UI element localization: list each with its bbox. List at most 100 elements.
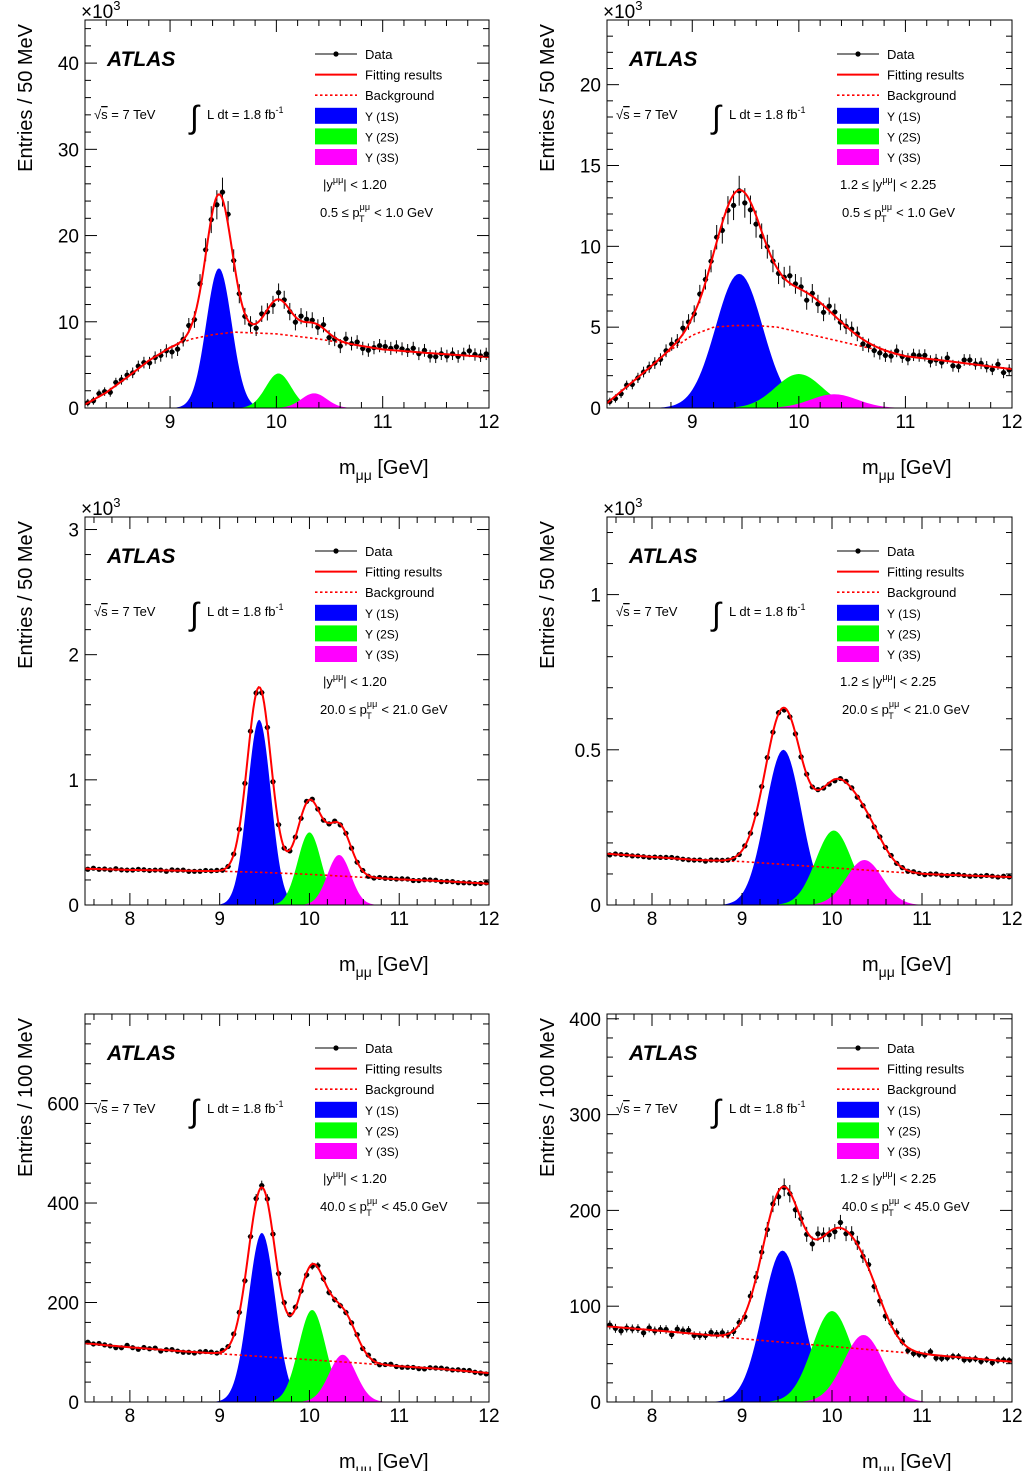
legend-background-label: Background <box>887 585 956 600</box>
data-point <box>460 347 467 361</box>
legend-y3s-label: Υ (3S) <box>365 151 399 165</box>
y3s-peak <box>792 859 937 905</box>
pt-cut-b: < 21.0 GeV <box>900 702 970 717</box>
y-tick-label: 20 <box>580 76 601 97</box>
data-marker <box>466 348 472 354</box>
data-point <box>792 274 799 294</box>
data-marker <box>967 357 973 363</box>
plot-frame <box>606 516 1013 906</box>
x-tick-label: 11 <box>389 1406 409 1427</box>
legend-fit-label: Fitting results <box>887 68 965 83</box>
x-tick-label: 12 <box>1001 412 1022 433</box>
legend-y3s-swatch <box>315 149 357 165</box>
x-label-unit: [GeV] <box>895 457 952 479</box>
data-points <box>85 689 489 887</box>
rapidity-cut-b: | < 2.25 <box>893 1171 937 1186</box>
x-axis-label: mμμ [GeV] <box>862 954 952 980</box>
x-tick-label: 9 <box>165 412 176 433</box>
pt-cut-sub: T <box>888 711 894 721</box>
luminosity-label: L dt = 1.8 fb-1 <box>729 105 806 122</box>
energy-value: = 7 TeV <box>630 107 678 122</box>
x-axis-label: mμμ [GeV] <box>862 457 952 483</box>
atlas-label: ATLAS <box>106 48 175 71</box>
legend-y2s-swatch <box>837 128 879 145</box>
data-marker <box>640 1330 647 1336</box>
energy-label: √s = 7 TeV <box>616 604 678 619</box>
x-tick-label: 11 <box>373 412 393 433</box>
y-axis: 0 1 2 3 <box>68 521 489 917</box>
y-tick-label: 100 <box>569 1297 601 1318</box>
data-marker <box>809 1241 815 1247</box>
fit-curve <box>85 193 489 406</box>
y1s-peak <box>212 719 306 905</box>
data-point <box>944 351 951 364</box>
energy-value: = 7 TeV <box>108 1101 156 1116</box>
integral-sign: ∫ <box>188 596 201 632</box>
legend-y3s-label: Υ (3S) <box>365 648 399 662</box>
x-tick-label: 12 <box>478 412 499 433</box>
x-tick-label: 11 <box>896 412 916 433</box>
x-label-m: m <box>862 954 879 976</box>
x-tick-label: 8 <box>647 1406 658 1427</box>
data-point <box>258 1180 265 1191</box>
rapidity-cut-sup: μμ <box>333 672 343 682</box>
scale-factor: ×103 <box>81 495 120 520</box>
data-point <box>472 348 478 361</box>
pt-cut-b: < 1.0 GeV <box>371 205 434 220</box>
y-tick-label: 200 <box>47 1294 79 1315</box>
data-marker <box>427 353 433 359</box>
y-axis-label: Entries / 100 MeV <box>15 1017 37 1177</box>
data-marker <box>888 353 894 359</box>
y-axis: 00.51 <box>575 532 1012 917</box>
pt-cut-a: 0.5 ≤ p <box>320 205 360 220</box>
atlas-label: ATLAS <box>628 1042 697 1065</box>
rapidity-cut: 1.2 ≤ |yμμ| < 2.25 <box>840 175 936 192</box>
x-axis: 8 9 10 11 12 <box>615 517 1023 930</box>
data-point <box>927 355 934 368</box>
legend-y2s-swatch <box>837 625 879 642</box>
data-marker <box>877 350 883 356</box>
legend-y1s-swatch <box>315 1101 357 1118</box>
pt-cut-sub: T <box>888 1208 894 1218</box>
y-tick-label: 200 <box>569 1201 601 1222</box>
data-point <box>359 341 366 356</box>
y-tick-label: 3 <box>68 521 79 542</box>
energy-value: = 7 TeV <box>630 604 678 619</box>
data-marker <box>950 363 956 369</box>
data-marker <box>837 1219 844 1226</box>
pt-cut-sub: T <box>881 214 887 224</box>
data-marker <box>747 207 754 213</box>
rapidity-cut: |yμμ| < 1.20 <box>323 1169 387 1186</box>
y3s-peak <box>740 394 928 408</box>
data-point <box>713 1330 720 1339</box>
data-point <box>427 349 433 363</box>
data-marker <box>393 344 400 350</box>
rapidity-cut-sup: μμ <box>882 175 892 185</box>
legend-y2s-swatch <box>315 625 357 642</box>
atlas-label: ATLAS <box>628 48 697 71</box>
data-point <box>455 350 461 363</box>
legend-background-label: Background <box>365 88 434 103</box>
legend-fit-label: Fitting results <box>365 565 443 580</box>
scale-exp: 3 <box>635 495 642 510</box>
x-tick-label: 10 <box>299 1406 320 1427</box>
x-label-m: m <box>339 457 356 479</box>
scale-base: ×10 <box>81 2 113 23</box>
lumi-text: L dt = 1.8 fb <box>207 1101 276 1116</box>
rapidity-cut-a: 1.2 ≤ |y <box>840 674 883 689</box>
y-tick-label: 0 <box>68 1393 79 1414</box>
atlas-label: ATLAS <box>628 545 697 568</box>
plot-area <box>607 706 1012 905</box>
data-marker <box>804 297 810 303</box>
rapidity-cut-sup: μμ <box>882 1169 892 1179</box>
y-tick-label: 5 <box>590 318 601 339</box>
fit-curve <box>607 1185 1012 1363</box>
data-point <box>905 352 911 366</box>
sqrt-sign: √ <box>94 604 102 619</box>
legend-y1s-label: Υ (1S) <box>887 607 921 621</box>
x-label-unit: [GeV] <box>372 954 429 976</box>
data-point <box>832 303 838 321</box>
y-tick-label: 0.5 <box>575 741 601 762</box>
